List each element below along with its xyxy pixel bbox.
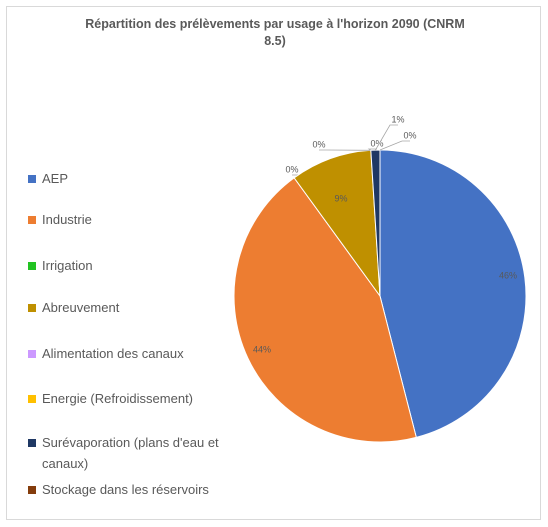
data-label: 9% — [334, 193, 347, 203]
legend-swatch — [28, 486, 36, 494]
data-label: 44% — [253, 344, 271, 354]
data-label: 46% — [499, 270, 517, 280]
legend-swatch — [28, 439, 36, 447]
pie-slice — [233, 177, 417, 443]
legend-swatch — [28, 216, 36, 224]
legend-label: Surévaporation (plans d'eau et canaux) — [42, 435, 219, 471]
chart-frame — [6, 6, 541, 520]
legend-item: AEP — [28, 168, 228, 189]
legend-label: Abreuvement — [42, 300, 120, 315]
leader-line — [379, 140, 410, 151]
legend-item: Stockage dans les réservoirs — [28, 479, 228, 500]
legend-item: Abreuvement — [28, 297, 228, 318]
legend-item: Irrigation — [28, 255, 228, 276]
pie-slice — [379, 149, 527, 439]
leader-line — [375, 124, 398, 151]
chart-title: Répartition des prélèvements par usage à… — [85, 17, 465, 48]
data-label: 0% — [312, 139, 325, 149]
legend-label: Alimentation des canaux — [42, 346, 184, 361]
legend-swatch — [28, 304, 36, 312]
data-label: 0% — [370, 138, 383, 148]
legend-label: Industrie — [42, 212, 92, 227]
legend-label: AEP — [42, 171, 69, 186]
data-label: 0% — [285, 164, 298, 174]
legend-item: Alimentation des canaux — [28, 343, 228, 364]
legend-label: Irrigation — [42, 258, 93, 273]
legend-swatch — [28, 175, 36, 183]
legend-label: Energie (Refroidissement) — [42, 391, 194, 406]
legend-swatch — [28, 395, 36, 403]
legend-item: Energie (Refroidissement) — [28, 388, 228, 409]
legend-item: Industrie — [28, 209, 228, 230]
legend-swatch — [28, 350, 36, 358]
legend-swatch — [28, 262, 36, 270]
leader-line — [367, 148, 377, 151]
legend-item: Surévaporation (plans d'eau et canaux) — [28, 432, 228, 474]
data-label: 0% — [403, 130, 416, 140]
legend-label: Stockage dans les réservoirs — [42, 482, 209, 497]
data-label: 1% — [391, 114, 404, 124]
